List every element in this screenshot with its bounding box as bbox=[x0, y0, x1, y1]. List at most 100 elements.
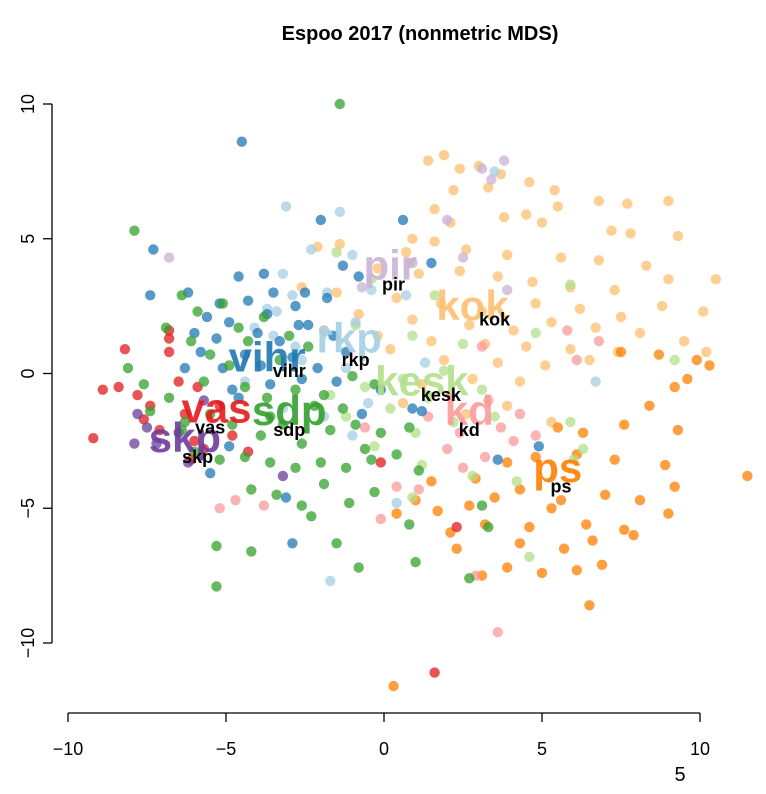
point-vihr bbox=[224, 317, 235, 328]
point-ps bbox=[628, 530, 639, 541]
point-vihr bbox=[353, 271, 364, 282]
point-kd bbox=[508, 435, 519, 447]
point-kok bbox=[476, 306, 488, 317]
point-rkp bbox=[287, 290, 298, 301]
point-sdp bbox=[347, 371, 358, 382]
point-rkp bbox=[290, 341, 301, 352]
point-ps bbox=[691, 354, 702, 366]
point-ps bbox=[660, 459, 671, 471]
point-sdp bbox=[192, 306, 203, 317]
point-ps bbox=[426, 476, 437, 487]
point-kok bbox=[438, 354, 450, 366]
point-kok bbox=[701, 346, 712, 358]
point-kok bbox=[698, 306, 709, 317]
point-sdp bbox=[404, 519, 415, 530]
point-sdp bbox=[303, 341, 314, 352]
point-kok bbox=[593, 255, 605, 266]
centroid-label-sdp: sdp bbox=[252, 387, 327, 434]
point-vihr bbox=[211, 333, 222, 344]
point-ps bbox=[571, 565, 582, 576]
point-sdp bbox=[334, 98, 345, 110]
point-sdp bbox=[359, 443, 371, 455]
point-vas bbox=[163, 346, 175, 358]
point-vihr bbox=[224, 441, 235, 452]
point-kok bbox=[334, 238, 345, 250]
point-vihr bbox=[407, 403, 418, 414]
point-rkp bbox=[306, 244, 317, 255]
point-kesk bbox=[476, 384, 488, 395]
point-vihr bbox=[258, 268, 270, 279]
point-rkp bbox=[334, 206, 345, 217]
point-vihr bbox=[533, 441, 544, 452]
point-vihr bbox=[356, 408, 368, 420]
point-ps bbox=[514, 484, 526, 495]
point-sdp bbox=[265, 457, 276, 468]
point-vihr bbox=[293, 319, 304, 331]
point-ps bbox=[451, 543, 462, 554]
point-kd bbox=[454, 427, 465, 438]
point-ps bbox=[489, 492, 500, 503]
point-kok bbox=[508, 325, 519, 336]
point-kd bbox=[479, 451, 491, 463]
point-sdp bbox=[198, 376, 210, 387]
x-tick-label: 0 bbox=[379, 739, 389, 759]
point-vas bbox=[227, 430, 238, 441]
corner-label: 5 bbox=[674, 764, 685, 786]
x-tick-label: 10 bbox=[690, 739, 710, 759]
point-vihr bbox=[252, 327, 263, 339]
point-sdp bbox=[296, 438, 307, 449]
point-vihr bbox=[280, 492, 292, 503]
point-kok bbox=[609, 284, 620, 296]
point-ps bbox=[682, 373, 693, 385]
point-ps bbox=[536, 567, 548, 579]
point-kd bbox=[514, 408, 526, 420]
point-ps bbox=[672, 424, 684, 436]
labels-layer: kokpskeskkdpirrkpvihrvasskpsdpkokpskeskk… bbox=[149, 242, 583, 497]
point-kok bbox=[416, 379, 428, 390]
point-vihr bbox=[205, 468, 216, 479]
series-label-kok: kok bbox=[479, 310, 511, 330]
point-sdp bbox=[176, 290, 187, 301]
point-kesk bbox=[448, 416, 459, 428]
point-vihr bbox=[337, 260, 349, 271]
point-pir bbox=[442, 214, 453, 226]
point-kok bbox=[429, 236, 440, 247]
point-rkp bbox=[271, 306, 282, 317]
point-kok bbox=[400, 247, 412, 258]
point-sdp bbox=[224, 360, 235, 371]
point-skp bbox=[129, 438, 140, 449]
point-ps bbox=[558, 543, 570, 554]
series-label-kesk: kesk bbox=[421, 385, 462, 405]
point-kok bbox=[438, 150, 450, 161]
point-kok bbox=[397, 397, 409, 409]
point-rkp bbox=[318, 411, 330, 422]
point-sdp bbox=[337, 403, 349, 414]
point-sdp bbox=[404, 422, 415, 433]
point-kok bbox=[634, 327, 646, 339]
point-sdp bbox=[290, 462, 301, 473]
point-vas bbox=[189, 435, 200, 447]
point-sdp bbox=[290, 384, 301, 395]
centroid-label-ps: ps bbox=[533, 444, 582, 491]
point-kok bbox=[498, 212, 510, 223]
point-sdp bbox=[391, 449, 402, 460]
point-kok bbox=[391, 292, 402, 304]
point-kd bbox=[359, 422, 371, 433]
point-sdp bbox=[205, 408, 216, 420]
point-kesk bbox=[407, 330, 418, 341]
point-kd bbox=[593, 336, 605, 347]
point-kok bbox=[461, 244, 472, 255]
series-label-rkp: rkp bbox=[342, 350, 370, 370]
point-sdp bbox=[366, 454, 377, 465]
point-kok bbox=[454, 163, 465, 174]
point-vihr bbox=[242, 295, 254, 306]
point-skp bbox=[132, 408, 143, 420]
point-kok bbox=[606, 225, 617, 236]
point-vas bbox=[163, 333, 175, 344]
point-vihr bbox=[331, 376, 342, 387]
point-ps bbox=[432, 505, 443, 517]
point-kok bbox=[372, 263, 383, 274]
point-kok bbox=[565, 344, 576, 355]
point-kok bbox=[385, 344, 396, 355]
point-ps bbox=[555, 495, 567, 506]
